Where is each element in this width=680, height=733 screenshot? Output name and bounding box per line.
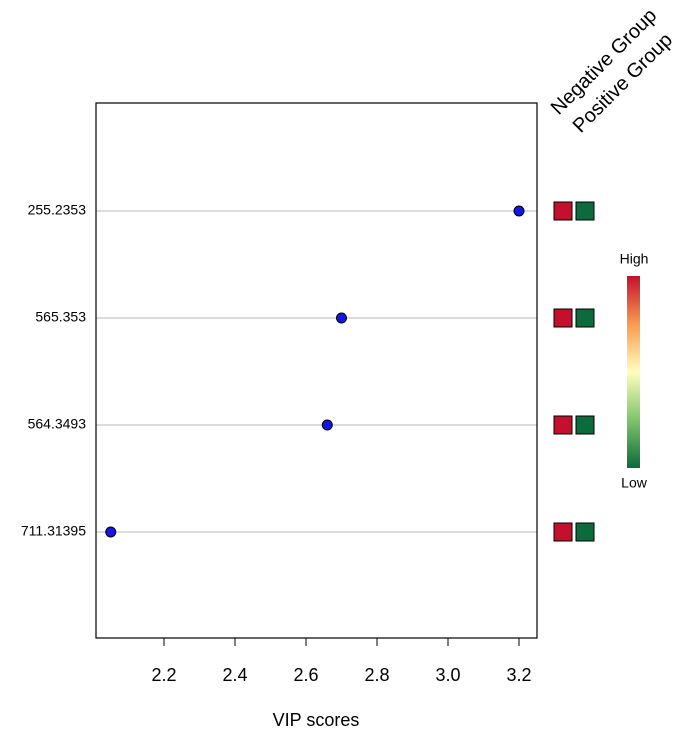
y-tick-label: 255.2353 <box>28 202 87 218</box>
color-bar <box>627 276 640 468</box>
heatmap-cell <box>553 522 573 542</box>
heatmap-cell <box>553 415 573 435</box>
heatmap-cell <box>575 522 595 542</box>
plot-frame <box>95 102 538 639</box>
point <box>105 526 117 538</box>
x-tick-label: 2.2 <box>151 665 176 685</box>
x-tick-label: 3.2 <box>506 665 531 685</box>
heatmap-cell <box>575 415 595 435</box>
x-tick-label: 3.0 <box>435 665 460 685</box>
heatmap-cell <box>575 308 595 328</box>
heatmap-cell <box>553 308 573 328</box>
point <box>513 205 525 217</box>
color-bar-low: Low <box>621 475 648 491</box>
x-tick-label: 2.6 <box>293 665 318 685</box>
y-tick-label: 564.3493 <box>28 416 87 432</box>
heatmap-cell <box>553 201 573 221</box>
y-tick-label: 711.31395 <box>21 523 86 539</box>
color-bar-high: High <box>620 251 649 267</box>
y-tick-label: 565.353 <box>35 309 86 325</box>
x-tick-label: 2.8 <box>364 665 389 685</box>
x-tick-label: 2.4 <box>222 665 247 685</box>
x-axis-label: VIP scores <box>273 710 360 730</box>
point <box>335 312 347 324</box>
heatmap-cell <box>575 201 595 221</box>
point <box>321 419 333 431</box>
